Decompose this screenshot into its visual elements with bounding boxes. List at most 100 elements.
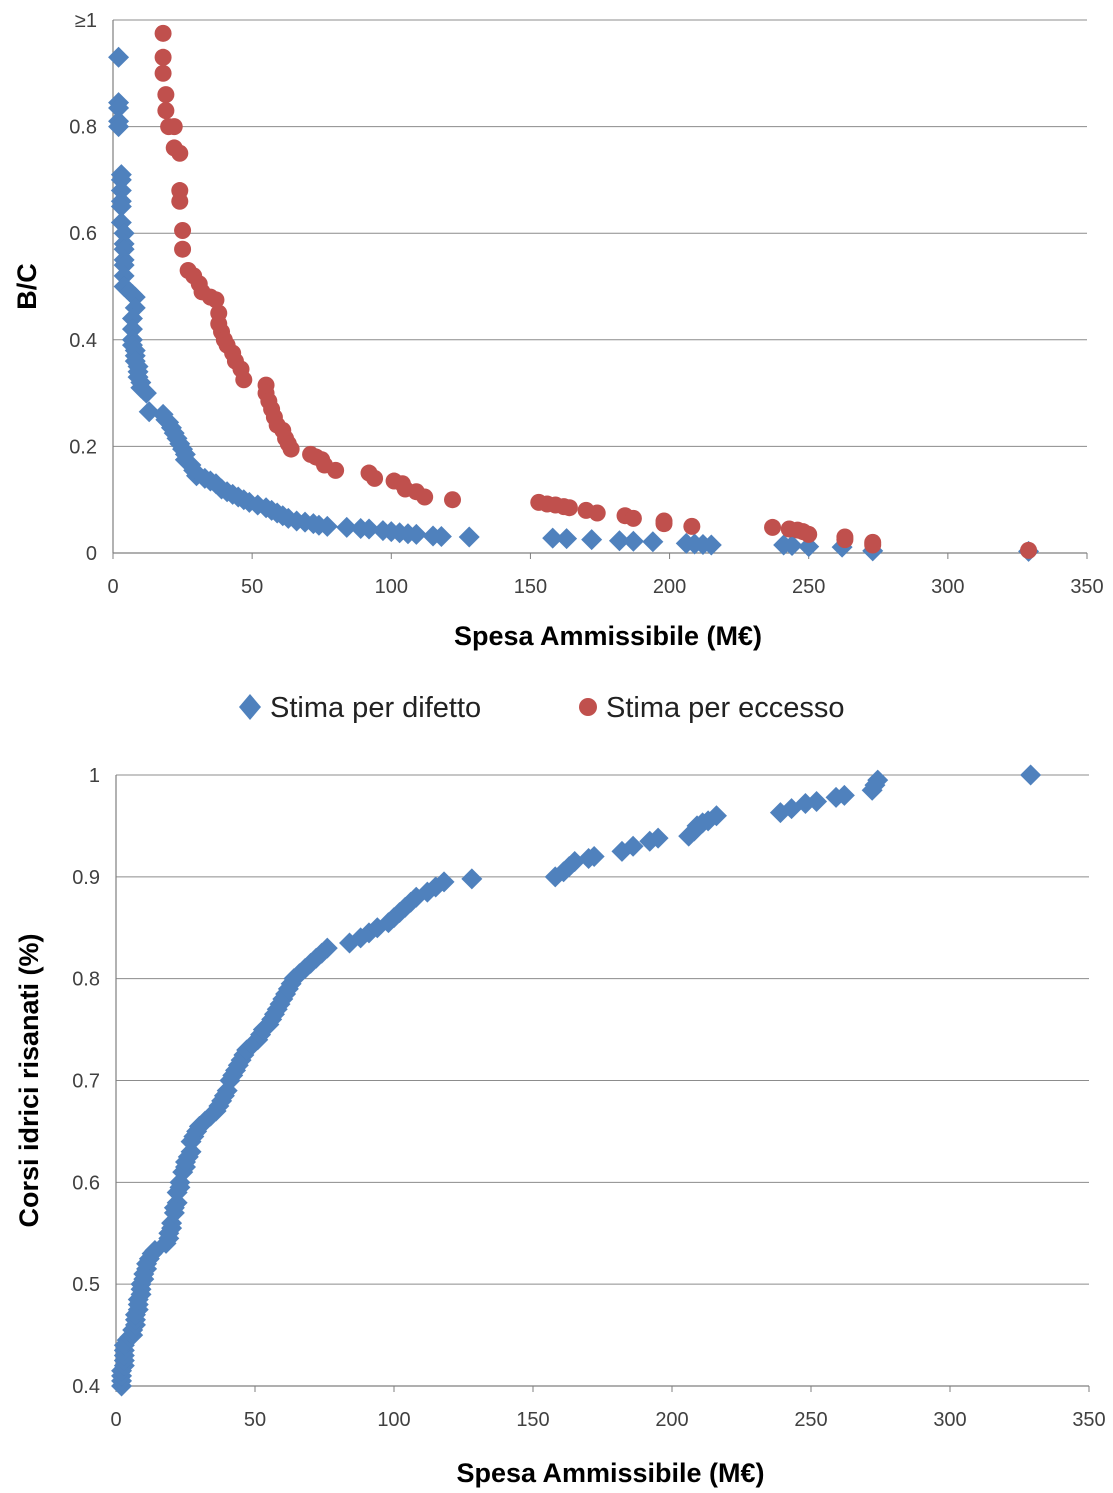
data-point: [110, 169, 132, 191]
data-point: [833, 784, 855, 806]
data-point: [113, 238, 135, 260]
data-point: [247, 494, 269, 516]
data-point: [444, 491, 462, 509]
data-point: [583, 845, 605, 867]
data-point: [1020, 764, 1042, 786]
series-0: [108, 46, 1040, 562]
x-tick-label: 100: [377, 1409, 410, 1431]
data-point: [121, 307, 143, 329]
data-point: [700, 534, 722, 556]
x-tick-label: 250: [792, 576, 825, 598]
y-tick-label: 0.7: [72, 1071, 100, 1093]
data-point: [705, 805, 727, 827]
y-tick-label: 0.4: [72, 1376, 100, 1398]
data-point: [800, 525, 818, 543]
x-tick-label: 300: [933, 1409, 966, 1431]
data-point: [113, 254, 135, 276]
x-axis-title: Spesa Ammissibile (M€): [456, 1458, 764, 1488]
x-axis-title: Spesa Ammissibile (M€): [454, 621, 762, 651]
data-point: [113, 265, 135, 287]
data-point: [867, 769, 889, 791]
data-point: [405, 523, 427, 545]
y-tick-label: 0.5: [72, 1274, 100, 1296]
data-point: [154, 24, 172, 42]
legend-marker-stima-per-eccesso: [579, 698, 597, 716]
x-tick-label: 250: [794, 1409, 827, 1431]
data-point: [316, 515, 338, 537]
data-point: [458, 526, 480, 548]
data-point: [781, 535, 803, 557]
y-tick-label: ≥1: [75, 10, 97, 32]
x-tick-label: 150: [516, 1409, 549, 1431]
legend-label-stima-per-eccesso: Stima per eccesso: [606, 692, 845, 724]
y-tick-label: 0.8: [72, 969, 100, 991]
data-point: [108, 46, 130, 68]
x-tick-label: 350: [1072, 1409, 1105, 1431]
y-tick-label: 0.2: [69, 436, 97, 458]
data-point: [124, 286, 146, 308]
x-tick-label: 200: [653, 576, 686, 598]
y-tick-label: 0.8: [69, 117, 97, 139]
data-point: [864, 536, 882, 554]
series-0: [111, 764, 1042, 1397]
data-point: [157, 102, 175, 120]
data-point: [108, 97, 130, 119]
data-point: [207, 291, 225, 309]
y-tick-label: 0: [86, 543, 97, 565]
legend-label-stima-per-difetto: Stima per difetto: [270, 692, 481, 724]
data-point: [366, 469, 384, 487]
data-point: [564, 851, 586, 873]
data-point: [121, 318, 143, 340]
data-point: [806, 790, 828, 812]
data-point: [798, 536, 820, 558]
x-tick-label: 0: [107, 576, 118, 598]
data-point: [655, 515, 673, 533]
data-point: [560, 499, 578, 517]
data-point: [461, 868, 483, 890]
data-point: [608, 530, 630, 552]
x-tick-label: 150: [514, 576, 547, 598]
data-point: [110, 180, 132, 202]
data-point: [581, 529, 603, 551]
data-point: [358, 518, 380, 540]
data-point: [174, 240, 192, 258]
x-tick-label: 350: [1070, 576, 1103, 598]
data-point: [430, 525, 452, 547]
data-point: [433, 871, 455, 893]
y-axis-title: B/C: [12, 263, 42, 310]
x-tick-label: 200: [655, 1409, 688, 1431]
data-point: [1020, 541, 1038, 559]
data-point: [108, 116, 130, 138]
y-tick-label: 0.6: [72, 1172, 100, 1194]
data-point: [157, 86, 175, 104]
data-point: [135, 382, 157, 404]
data-point: [836, 531, 854, 549]
data-point: [647, 827, 669, 849]
data-point: [622, 530, 644, 552]
data-point: [110, 196, 132, 218]
data-point: [154, 64, 172, 82]
x-tick-label: 50: [244, 1409, 266, 1431]
bc-chart: 0 0.2 0.4 0.6 0.8 ≥1 0 50 100 150 200 250 300 350 Spes…: [12, 10, 1104, 651]
x-tick-label: 50: [241, 576, 263, 598]
data-point: [556, 528, 578, 550]
data-point: [416, 488, 434, 506]
data-point: [588, 504, 606, 522]
data-point: [282, 440, 300, 458]
y-tick-label: 0.6: [69, 223, 97, 245]
y-tick-label: 0.4: [69, 330, 97, 352]
data-point: [336, 516, 358, 538]
corsi-idrici-chart: 0.4 0.5 0.6 0.7 0.8 0.9 1 0 50 100 150 200 250 300 350…: [14, 764, 1106, 1488]
legend-marker-stima-per-difetto: [239, 694, 261, 720]
data-point: [138, 401, 160, 423]
data-point: [235, 371, 253, 389]
y-tick-label: 1: [89, 765, 100, 787]
y-axis-title: Corsi idrici risanati (%): [14, 933, 44, 1227]
data-point: [624, 509, 642, 527]
data-point: [174, 222, 192, 240]
data-point: [165, 118, 183, 136]
data-point: [622, 835, 644, 857]
x-tick-label: 100: [375, 576, 408, 598]
data-point: [764, 518, 782, 536]
